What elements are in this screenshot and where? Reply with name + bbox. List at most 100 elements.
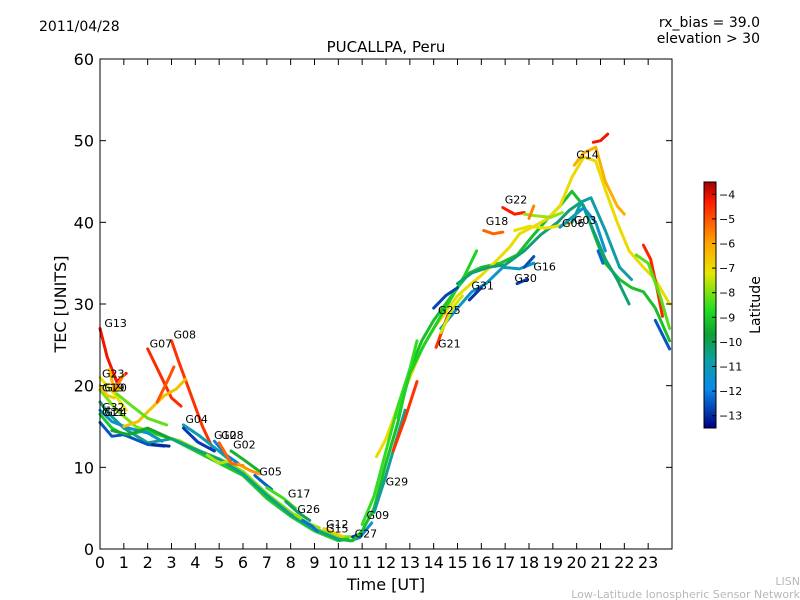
tec-series-35 xyxy=(360,339,419,526)
tec-series-41 xyxy=(467,286,483,302)
x-tick-label: 20 xyxy=(566,553,586,572)
tec-series-39 xyxy=(439,261,536,330)
x-tick-label: 10 xyxy=(328,553,348,572)
y-tick-label: 40 xyxy=(74,213,94,232)
x-tick-label: 19 xyxy=(543,553,563,572)
tec-series-55 xyxy=(591,132,610,144)
tec-series-51 xyxy=(527,204,536,220)
tec-series-36 xyxy=(396,249,479,420)
x-tick-label: 9 xyxy=(309,553,319,572)
tec-series-29 xyxy=(301,518,319,533)
x-tick-label: 7 xyxy=(262,553,272,572)
satellite-label-g22: G22 xyxy=(505,194,528,207)
tec-series-58 xyxy=(634,253,672,330)
tec-series-52 xyxy=(558,206,607,253)
tec-series-37 xyxy=(372,408,407,514)
x-tick-label: 5 xyxy=(214,553,224,572)
satellite-label-g18: G18 xyxy=(486,215,509,228)
y-tick-label: 20 xyxy=(74,377,94,396)
tec-series-14 xyxy=(122,377,188,428)
x-tick-label: 4 xyxy=(190,553,200,572)
tec-series-27 xyxy=(284,500,312,522)
satellite-label-g27: G27 xyxy=(355,528,378,541)
y-axis-label: TEC [UNITS] xyxy=(51,256,70,354)
chart-title: PUCALLPA, Peru xyxy=(327,38,446,56)
satellite-label-g32: G32 xyxy=(102,401,125,414)
tec-series-7 xyxy=(98,376,128,412)
y-tick-label: 50 xyxy=(74,132,94,151)
tec-series-13 xyxy=(170,339,214,449)
x-tick-label: 3 xyxy=(166,553,176,572)
tec-series-23 xyxy=(229,449,262,473)
tec-series-25 xyxy=(253,474,274,491)
tec-series-47 xyxy=(482,229,505,236)
tec-series-24 xyxy=(236,462,262,476)
satellite-label-g06: G06 xyxy=(562,217,585,230)
tec-series-33 xyxy=(341,189,672,543)
x-axis: 0 1 2 3 4 5 6 7 8 9 10 11 12 13 14 15 16 17 18 19 20 21 22 23 xyxy=(95,59,658,572)
tec-series-5 xyxy=(98,408,164,443)
x-tick-label: 1 xyxy=(119,553,129,572)
tec-series-11 xyxy=(112,373,126,392)
colorbar-label: Latitude xyxy=(748,276,764,334)
satellite-label-g09: G09 xyxy=(367,509,390,522)
x-tick-label: 14 xyxy=(423,553,443,572)
tec-series-46 xyxy=(456,200,631,306)
x-tick-label: 8 xyxy=(286,553,296,572)
tec-series-15 xyxy=(155,365,176,404)
x-tick-label: 13 xyxy=(400,553,420,572)
x-tick-label: 17 xyxy=(495,553,515,572)
tec-series-45 xyxy=(439,294,464,335)
satellite-label-g08: G08 xyxy=(174,328,197,341)
y-axis: 0 10 20 30 40 50 60 xyxy=(74,50,672,559)
x-tick-label: 16 xyxy=(471,553,491,572)
satellite-label-g13: G13 xyxy=(104,317,127,330)
satellite-label-g21: G21 xyxy=(438,337,461,350)
tec-series-53 xyxy=(570,196,633,281)
satellite-label-g30: G30 xyxy=(514,272,537,285)
tec-series-40 xyxy=(432,286,459,310)
x-tick-label: 6 xyxy=(238,553,248,572)
satellite-label-g17: G17 xyxy=(288,488,311,501)
x-tick-label: 2 xyxy=(143,553,153,572)
tec-series-9 xyxy=(108,367,123,393)
colorbar-tick-label: −12 xyxy=(719,385,742,398)
x-tick-label: 11 xyxy=(352,553,372,572)
y-tick-label: 60 xyxy=(74,50,94,69)
colorbar-tick-label: −11 xyxy=(719,361,742,374)
tec-series-43 xyxy=(522,255,536,269)
tec-series-59 xyxy=(653,318,672,351)
satellite-label-g16: G16 xyxy=(533,261,556,274)
colorbar-tick-label: −6 xyxy=(719,238,735,251)
satellite-label-g03: G03 xyxy=(574,214,597,227)
satellite-label-g12: G12 xyxy=(326,518,349,531)
tec-series-48 xyxy=(501,206,526,216)
colorbar-tick-label: −8 xyxy=(719,287,735,300)
x-tick-label: 15 xyxy=(447,553,467,572)
tec-series-54 xyxy=(572,145,626,216)
satellite-label-g15: G15 xyxy=(326,523,349,536)
satellite-label-g24: G24 xyxy=(104,406,127,419)
colorbar-tick-label: −10 xyxy=(719,336,742,349)
colorbar-tick-label: −4 xyxy=(719,188,735,201)
tec-series-56 xyxy=(596,249,605,265)
x-tick-label: 18 xyxy=(519,553,539,572)
satellite-label-g14: G14 xyxy=(576,149,599,162)
satellite-label-g11: G11 xyxy=(102,406,125,419)
tec-series-20 xyxy=(205,453,233,465)
tec-series-30 xyxy=(322,527,345,539)
colorbar-tick-label: −9 xyxy=(719,311,735,324)
y-tick-label: 10 xyxy=(74,458,94,477)
satellite-label-g05: G05 xyxy=(259,466,282,479)
satellite-label-g25: G25 xyxy=(438,304,461,317)
x-tick-label: 12 xyxy=(376,553,396,572)
satellite-label-g23: G23 xyxy=(102,368,125,381)
x-tick-label: 0 xyxy=(95,553,105,572)
satellite-label-g10: G10 xyxy=(214,429,237,442)
satellite-label-g07: G07 xyxy=(150,337,173,350)
satellite-label-g19: G19 xyxy=(102,381,125,394)
tec-series-18 xyxy=(181,423,231,461)
data-series-layer xyxy=(98,132,672,543)
colorbar-tick-label: −5 xyxy=(719,213,735,226)
